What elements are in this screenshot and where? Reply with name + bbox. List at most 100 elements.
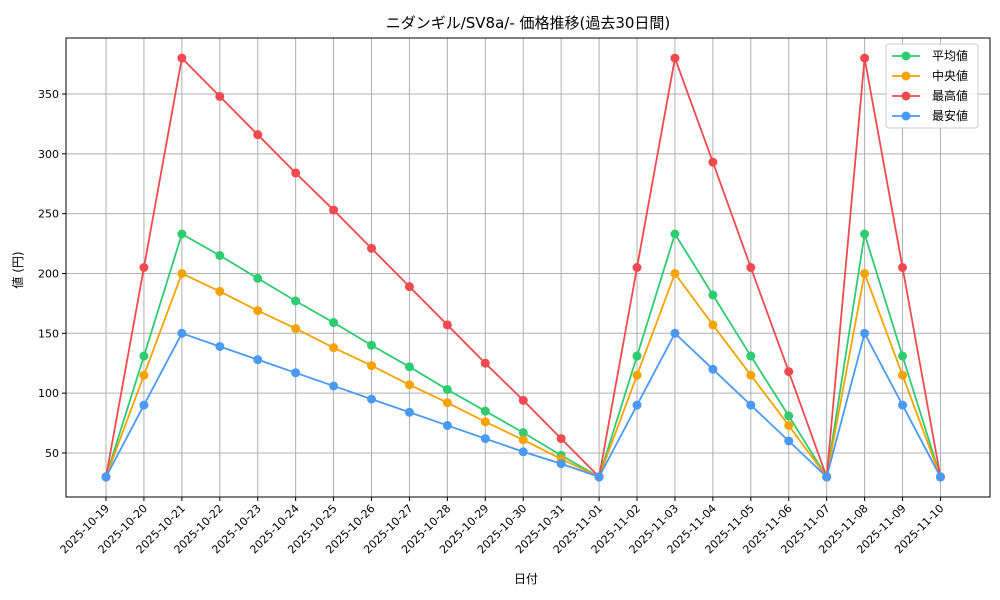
data-point: [215, 251, 225, 261]
data-point: [480, 358, 490, 368]
data-point: [442, 320, 452, 330]
data-point: [253, 306, 263, 316]
data-point: [177, 268, 187, 278]
data-point: [139, 263, 149, 272]
data-point: [329, 343, 339, 353]
series-平均値: [101, 229, 945, 482]
data-point: [442, 385, 452, 395]
legend-label: 平均値: [932, 48, 968, 63]
data-point: [480, 417, 490, 427]
series-lines: [101, 53, 945, 482]
data-point: [784, 436, 794, 446]
data-point: [746, 263, 756, 272]
data-point: [898, 370, 908, 380]
data-point: [860, 53, 870, 63]
y-tick-label: 200: [38, 267, 59, 280]
data-point: [442, 420, 452, 430]
data-point: [177, 229, 187, 239]
data-point: [670, 328, 680, 338]
data-point: [253, 273, 263, 283]
data-point: [215, 286, 225, 296]
legend-item: 最高値: [892, 88, 968, 103]
legend-item: 平均値: [892, 48, 968, 63]
data-point: [101, 472, 111, 482]
data-point: [935, 472, 945, 482]
y-tick-label: 250: [38, 208, 59, 221]
data-point: [632, 351, 642, 361]
data-point: [215, 341, 225, 351]
legend-label: 最安値: [932, 108, 968, 123]
data-point: [860, 229, 870, 239]
y-tick-label: 350: [38, 88, 59, 101]
data-point: [291, 324, 301, 334]
data-point: [139, 370, 149, 380]
data-point: [518, 447, 528, 457]
data-point: [480, 434, 490, 444]
data-point: [215, 91, 225, 101]
data-point: [367, 340, 377, 350]
data-point: [291, 296, 301, 306]
data-point: [404, 380, 414, 390]
data-point: [253, 130, 263, 140]
data-point: [708, 290, 718, 300]
data-point: [177, 53, 187, 63]
data-point: [746, 370, 756, 380]
grid-lines: [66, 38, 990, 497]
x-axis-ticks: 2025-10-192025-10-202025-10-212025-10-22…: [58, 497, 947, 556]
data-point: [367, 243, 377, 253]
data-point: [404, 282, 414, 292]
data-point: [860, 328, 870, 338]
legend-item: 中央値: [892, 68, 968, 83]
data-point: [898, 263, 908, 272]
data-point: [898, 351, 908, 361]
y-tick-label: 50: [45, 447, 59, 460]
data-point: [291, 168, 301, 178]
y-tick-label: 100: [38, 387, 59, 400]
data-point: [632, 263, 642, 272]
data-point: [367, 394, 377, 404]
data-point: [291, 368, 301, 378]
data-point: [670, 268, 680, 278]
y-axis-ticks: 50 100 150 200 250 300 350: [38, 88, 66, 460]
data-point: [518, 428, 528, 438]
data-point: [329, 205, 339, 215]
data-point: [253, 355, 263, 365]
y-axis-label: 値 (円): [10, 251, 25, 288]
y-tick-label: 300: [38, 148, 59, 161]
data-point: [139, 400, 149, 410]
data-point: [139, 351, 149, 361]
data-point: [329, 381, 339, 391]
series-最安値: [101, 328, 945, 482]
data-point: [898, 400, 908, 410]
data-point: [594, 472, 604, 482]
legend-label: 中央値: [932, 68, 968, 83]
data-point: [746, 351, 756, 361]
data-point: [556, 459, 566, 469]
data-point: [708, 364, 718, 374]
data-point: [708, 157, 718, 167]
data-point: [329, 318, 339, 328]
y-tick-label: 150: [38, 327, 59, 340]
data-point: [670, 53, 680, 63]
legend-label: 最高値: [932, 88, 968, 103]
data-point: [784, 367, 794, 377]
data-point: [367, 361, 377, 371]
data-point: [746, 400, 756, 410]
data-point: [708, 320, 718, 330]
data-point: [822, 472, 832, 482]
data-point: [518, 435, 528, 445]
data-point: [177, 328, 187, 338]
plot-frame: [65, 37, 991, 498]
data-point: [784, 420, 794, 430]
data-point: [632, 400, 642, 410]
data-point: [404, 362, 414, 372]
data-point: [670, 229, 680, 239]
data-point: [784, 411, 794, 421]
x-axis-label: 日付: [514, 572, 538, 586]
data-point: [632, 370, 642, 380]
data-point: [404, 407, 414, 417]
chart-title: ニダンギル/SV8a/- 価格推移(過去30日間): [386, 14, 671, 32]
data-point: [480, 406, 490, 416]
data-point: [556, 434, 566, 444]
